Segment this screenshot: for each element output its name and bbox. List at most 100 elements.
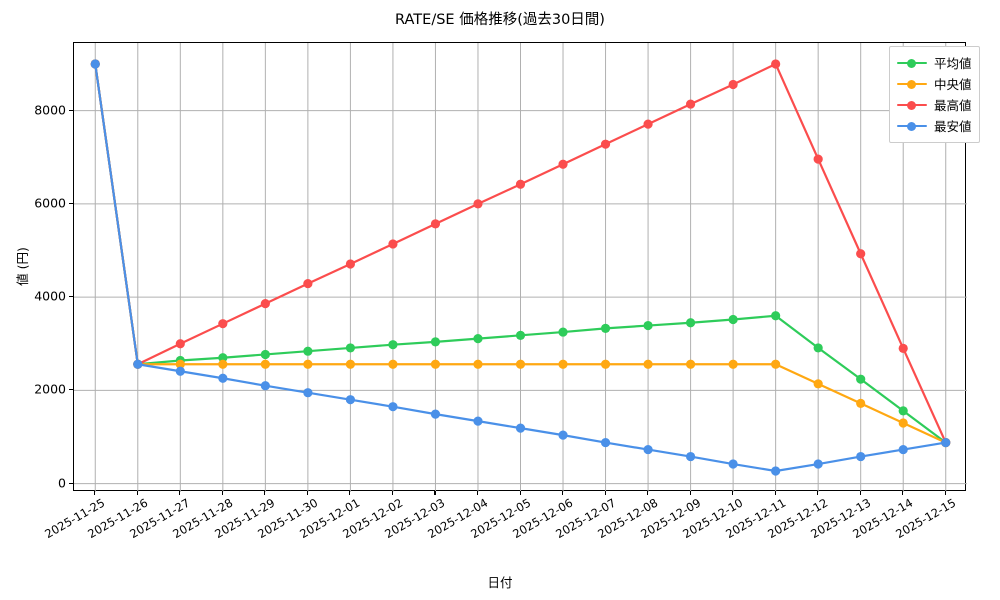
x-axis-tick-mark [94, 491, 96, 495]
data-point [473, 416, 483, 426]
y-axis-tick-label: 8000 [34, 102, 66, 118]
legend-swatch-icon [897, 57, 927, 69]
data-point [856, 451, 866, 462]
data-point [685, 318, 696, 328]
data-point [771, 311, 781, 321]
data-point [643, 359, 653, 369]
data-point [175, 359, 185, 369]
data-point [813, 459, 823, 469]
y-axis-tick-label: 6000 [34, 195, 66, 211]
data-point [473, 334, 483, 344]
y-axis-tick-marks [66, 42, 73, 491]
data-point [260, 349, 270, 360]
data-point [898, 406, 908, 416]
legend-item-3: 最安値 [897, 115, 972, 136]
data-point [303, 388, 313, 398]
data-point [813, 154, 823, 164]
data-point [728, 79, 738, 90]
data-point [898, 343, 908, 353]
x-axis-tick-mark [391, 491, 394, 495]
legend-item-0: 平均値 [897, 52, 972, 73]
data-point [430, 337, 441, 347]
legend-label: 最安値 [934, 119, 972, 134]
x-axis-tick-mark [264, 491, 266, 495]
data-point [643, 444, 653, 455]
y-axis-tick-mark [69, 109, 73, 111]
data-point [175, 339, 185, 349]
series-lines [90, 59, 951, 476]
data-point [303, 346, 313, 356]
y-axis-tick-label: 4000 [34, 288, 66, 304]
legend-swatch-icon [897, 78, 927, 90]
data-point [515, 330, 526, 340]
series-1 [90, 59, 951, 448]
data-point [600, 437, 611, 448]
data-point [388, 340, 398, 350]
data-point [388, 359, 398, 369]
x-axis-tick-mark [306, 491, 308, 495]
legend-item-2: 最高値 [897, 94, 972, 115]
data-point [643, 119, 653, 129]
data-point [90, 59, 100, 69]
data-point [218, 359, 228, 369]
data-point [685, 99, 696, 109]
data-point [515, 179, 526, 189]
data-point [600, 139, 611, 149]
data-point [771, 359, 781, 369]
x-axis-tick-mark [902, 491, 904, 495]
x-axis-tick-mark [519, 491, 521, 495]
x-axis-tick-mark [774, 491, 776, 495]
x-axis-tick-mark [689, 491, 691, 495]
x-axis-tick-mark [647, 491, 649, 495]
data-point [260, 381, 270, 391]
y-axis-tick-mark [69, 482, 73, 484]
data-point [345, 359, 356, 369]
data-point [388, 402, 398, 412]
data-point [473, 199, 483, 209]
data-point [728, 314, 738, 325]
legend-swatch-icon [897, 120, 927, 132]
data-point [898, 444, 908, 455]
gridlines [74, 43, 967, 492]
legend-item-1: 中央値 [897, 73, 972, 94]
data-point [558, 327, 568, 337]
chart-legend: 平均値中央値最高値最安値 [889, 46, 980, 143]
data-point [473, 359, 483, 369]
x-axis-tick-mark [179, 491, 181, 495]
data-point [218, 373, 228, 383]
y-axis-tick-mark [69, 296, 73, 298]
data-point [813, 379, 823, 389]
legend-label: 中央値 [934, 77, 972, 92]
data-point [856, 249, 866, 259]
data-point [941, 437, 951, 448]
data-point [430, 409, 441, 419]
x-axis-tick-mark [349, 491, 351, 495]
data-point [430, 359, 441, 369]
data-point [388, 239, 398, 249]
data-point [643, 320, 653, 331]
x-axis-tick-mark [732, 491, 734, 495]
x-axis-tick-mark [604, 491, 606, 495]
data-point [218, 319, 228, 329]
data-point [600, 323, 611, 333]
data-point [728, 359, 738, 369]
data-point [771, 466, 781, 476]
legend-label: 平均値 [934, 56, 972, 71]
data-point [728, 459, 738, 469]
data-point [218, 353, 228, 363]
y-axis-tick-mark [69, 202, 73, 204]
x-axis-tick-mark [859, 491, 861, 495]
x-axis-tick-mark [434, 491, 436, 495]
legend-label: 最高値 [934, 98, 972, 113]
data-point [175, 366, 185, 376]
data-point [345, 395, 356, 405]
x-axis-tick-mark [221, 491, 223, 495]
x-axis-tick-marks [73, 491, 966, 497]
y-axis-tick-label: 2000 [34, 381, 66, 397]
y-axis-tick-label: 0 [58, 475, 66, 491]
y-axis-tick-labels: 0 2000 4000 6000 8000 [0, 42, 66, 491]
x-axis-tick-mark [562, 491, 564, 495]
data-point [260, 299, 270, 309]
data-point [898, 418, 908, 428]
